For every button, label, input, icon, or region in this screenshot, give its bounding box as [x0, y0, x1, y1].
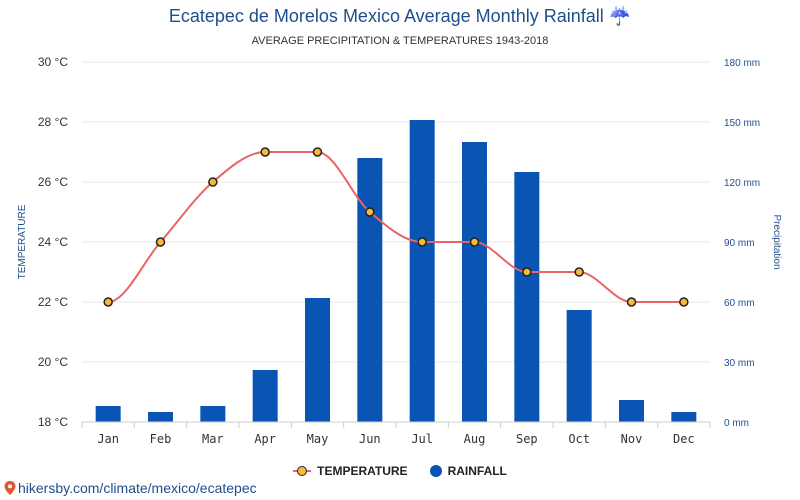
rainfall-bar[interactable] [566, 310, 592, 422]
rainfall-legend-icon [429, 465, 442, 477]
temperature-point[interactable] [260, 147, 270, 157]
temperature-line [108, 151, 684, 303]
x-tick-label: Jan [97, 432, 119, 446]
y2-tick-label: 30 mm [724, 358, 755, 369]
rainfall-bar[interactable] [514, 172, 540, 422]
temperature-point[interactable] [626, 297, 637, 307]
temperature-point[interactable] [208, 177, 218, 187]
x-tick-label: Aug [464, 432, 486, 446]
rainfall-bar[interactable] [357, 158, 383, 422]
rainfall-bar[interactable] [671, 412, 697, 422]
y2-tick-label: 60 mm [724, 298, 755, 309]
y-tick-label: 30 °C [38, 55, 68, 69]
rainfall-bar[interactable] [619, 400, 644, 422]
y2-tick-label: 150 mm [724, 118, 760, 129]
y-tick-label: 26 °C [38, 175, 68, 189]
rainfall-bar[interactable] [95, 406, 121, 422]
chart-title: Ecatepec de Morelos Mexico Average Month… [168, 6, 632, 26]
temperature-point[interactable] [103, 297, 113, 307]
rainfall-bar[interactable] [148, 412, 173, 422]
temperature-point[interactable] [522, 267, 532, 277]
x-tick-label: May [307, 432, 329, 446]
temperature-point[interactable] [417, 237, 427, 247]
temperature-point[interactable] [365, 207, 375, 217]
x-tick-label: Mar [202, 432, 224, 446]
y-tick-label: 28 °C [38, 115, 68, 129]
x-tick-label: Nov [621, 432, 643, 446]
rainfall-bar[interactable] [305, 298, 330, 422]
temperature-point[interactable] [679, 297, 689, 307]
temperature-point[interactable] [312, 147, 323, 157]
y-tick-label: 22 °C [38, 295, 68, 309]
y2-tick-label: 0 mm [724, 418, 749, 429]
x-tick-label: Sep [516, 432, 538, 446]
x-tick-label: Jul [411, 432, 433, 446]
rainfall-bar[interactable] [252, 370, 278, 422]
rainfall-bar[interactable] [462, 142, 487, 422]
temperature-point[interactable] [469, 237, 480, 247]
x-tick-label: Feb [150, 432, 172, 446]
temperature-point[interactable] [574, 267, 584, 277]
source-url: hikersby.com/climate/mexico/ecatepec [18, 480, 257, 496]
rainfall-temperature-chart: 18 °C 20 °C 22 °C 24 °C 26 °C 28 °C 30 °C 0 mm… [17, 55, 782, 446]
temperature-legend-icon [293, 465, 312, 477]
y2-tick-label: 90 mm [724, 238, 755, 249]
temperature-point[interactable] [155, 237, 166, 247]
map-pin-icon [4, 481, 16, 495]
rainfall-bar[interactable] [409, 120, 435, 422]
x-tick-label: Oct [568, 432, 590, 446]
chart-legend: TEMPERATURE RAINFALL [0, 464, 800, 478]
legend-item-rainfall[interactable]: RAINFALL [429, 464, 507, 478]
y-tick-label: 20 °C [38, 355, 68, 369]
y2-axis-title: Precipitation [771, 214, 782, 269]
x-tick-label: Dec [673, 432, 695, 446]
y-tick-label: 24 °C [38, 235, 68, 249]
rainfall-bar[interactable] [200, 406, 226, 422]
y2-tick-label: 120 mm [724, 178, 760, 189]
chart-subtitle: AVERAGE PRECIPITATION & TEMPERATURES 194… [251, 35, 549, 47]
x-tick-label: Jun [359, 432, 381, 446]
legend-item-temperature[interactable]: TEMPERATURE [293, 464, 408, 478]
source-link[interactable]: hikersby.com/climate/mexico/ecatepec [4, 480, 257, 496]
y-axis-title: TEMPERATURE [17, 204, 28, 279]
x-tick-label: Apr [254, 432, 276, 446]
y-tick-label: 18 °C [38, 415, 68, 429]
legend-label-temperature: TEMPERATURE [317, 464, 408, 478]
legend-label-rainfall: RAINFALL [447, 464, 507, 478]
y2-tick-label: 180 mm [724, 58, 760, 69]
